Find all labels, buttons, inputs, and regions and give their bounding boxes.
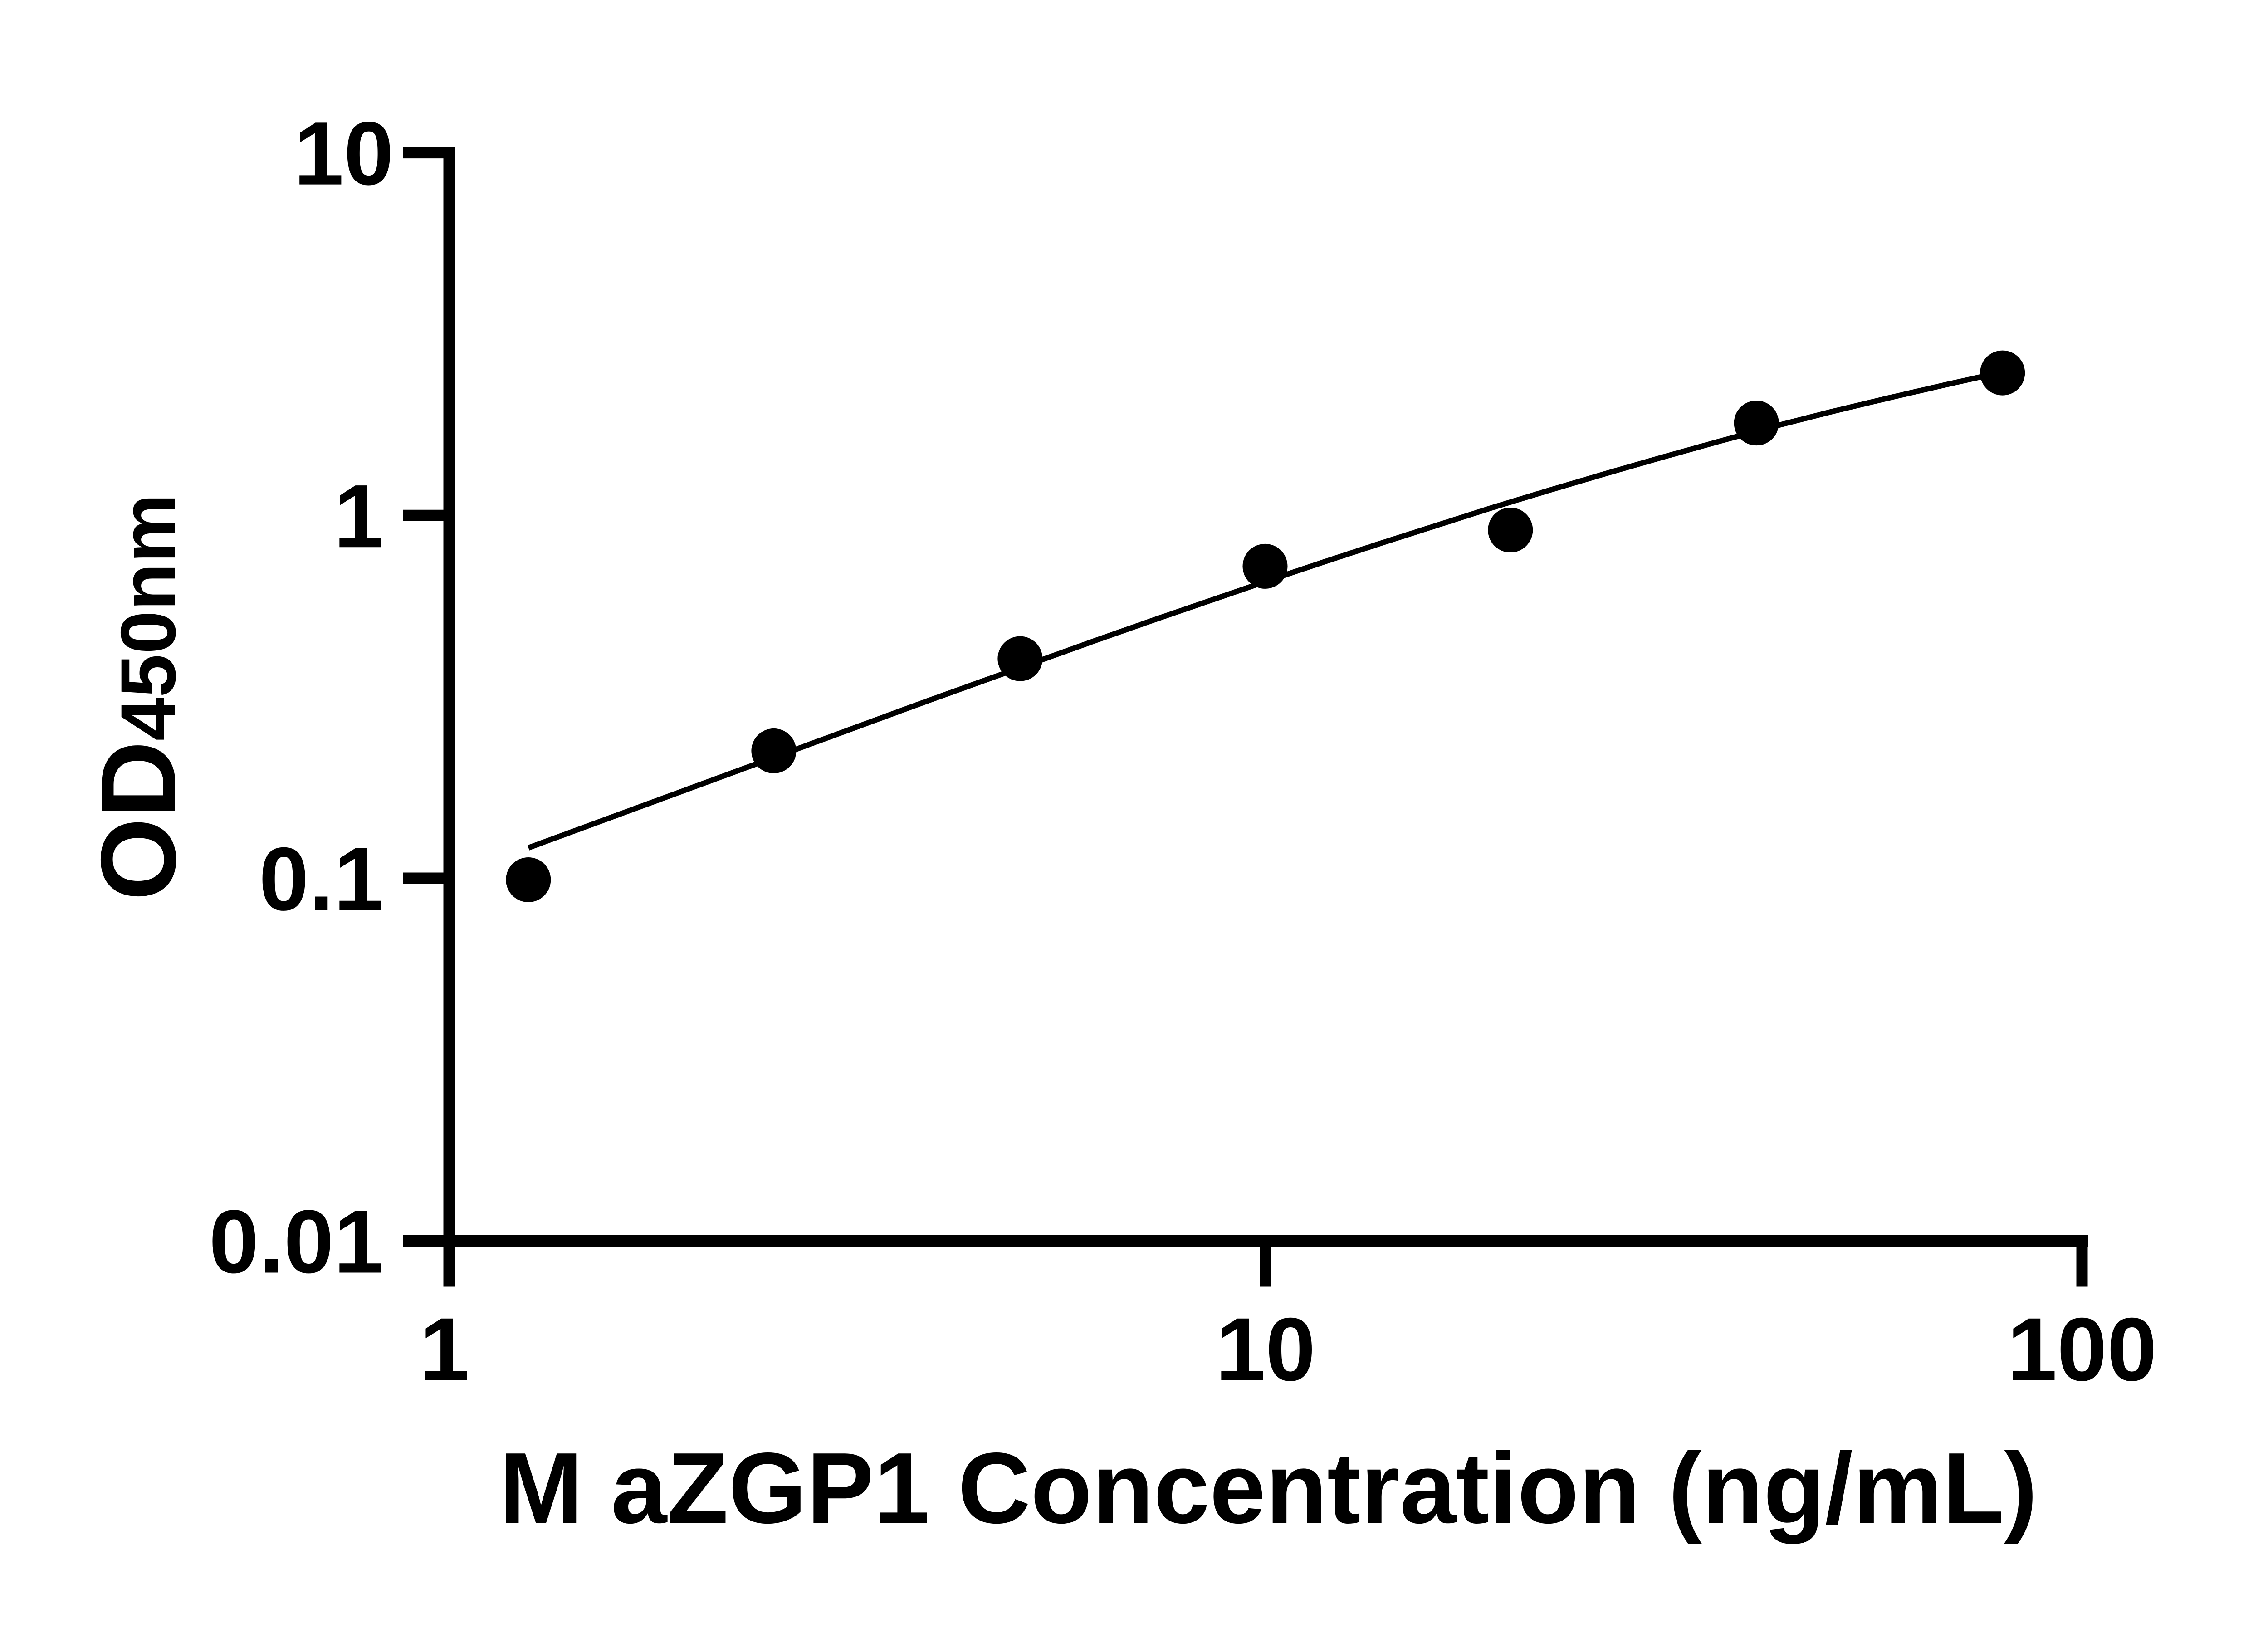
svg-text:1: 1 [420,1299,469,1399]
svg-text:10: 10 [1216,1299,1315,1399]
svg-text:0.1: 0.1 [259,829,384,929]
svg-text:M aZGP1 Concentration (ng/mL): M aZGP1 Concentration (ng/mL) [499,1432,2038,1545]
svg-text:1: 1 [334,466,384,566]
svg-text:100: 100 [2007,1299,2157,1399]
svg-text:0.01: 0.01 [209,1192,384,1292]
svg-text:10: 10 [294,103,394,204]
